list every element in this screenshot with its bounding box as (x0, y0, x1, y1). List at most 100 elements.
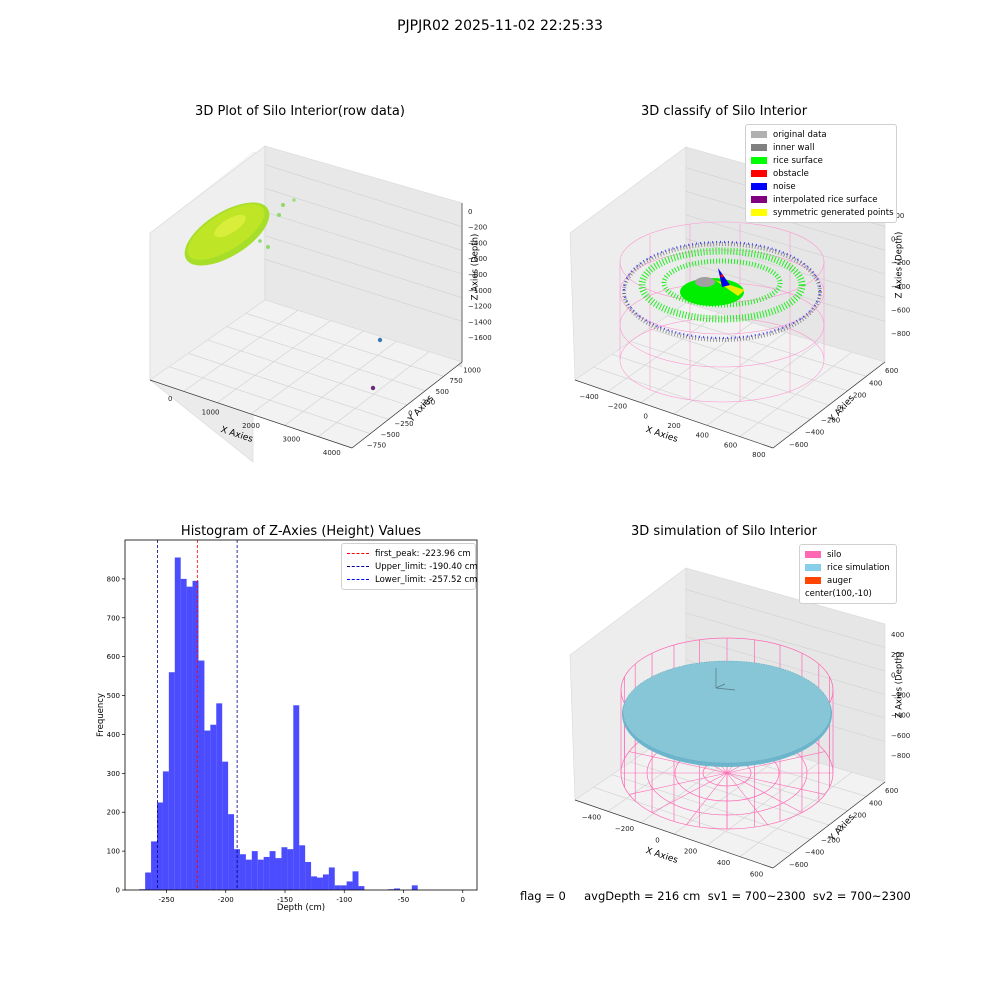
histogram-bar (293, 705, 300, 890)
histogram-bar (275, 858, 282, 890)
y-tick-label: 0 (408, 409, 412, 417)
legend-item: interpolated rice surface (751, 193, 891, 206)
z-tick-label: 200 (891, 212, 904, 220)
histogram-bar (180, 578, 187, 890)
y-tick-label: 200 (107, 809, 120, 817)
legend-item: symmetric generated points (751, 206, 894, 219)
histogram-bar (228, 814, 235, 890)
z-tick-label: −200 (891, 259, 910, 267)
histogram-bar (145, 872, 152, 890)
outlier-point (370, 385, 376, 391)
histogram-bar (151, 841, 157, 890)
histogram-bar (334, 885, 341, 890)
z-tick-label: −600 (468, 255, 487, 263)
y-tick-label: 0 (116, 887, 120, 895)
y-tick-label: −500 (381, 431, 400, 439)
z-tick-label: −1600 (468, 334, 492, 342)
x-tick-label: 0 (461, 896, 465, 904)
histogram-bar (352, 871, 359, 890)
legend-item: rice surface (751, 154, 891, 167)
histogram-bar (204, 730, 211, 890)
x-tick-label: 200 (684, 848, 697, 856)
panel2-legend: original data inner wall rice surface ob… (745, 124, 897, 223)
x-tick-label: -200 (218, 896, 234, 904)
z-tick-label: 200 (891, 651, 904, 659)
x-tick-label: −400 (582, 814, 601, 822)
histogram-bar (317, 877, 323, 890)
x-tick-label: 600 (724, 441, 737, 449)
histogram-legend: first_peak: -223.96 cm Upper_limit: -190… (341, 543, 478, 590)
panel2-title: 3D classify of Silo Interior (640, 104, 808, 119)
histogram-bar (305, 862, 312, 890)
x-tick-label: -150 (277, 896, 293, 904)
x-tick-label: -100 (336, 896, 352, 904)
legend-item: Upper_limit: -190.40 cm (347, 560, 478, 573)
y-tick-label: −250 (394, 420, 413, 428)
histogram-bar (198, 660, 205, 890)
histogram-axes-frame (124, 539, 478, 891)
y-tick-label: −400 (805, 429, 824, 437)
histogram-bar (411, 885, 418, 890)
histogram-bar (234, 849, 240, 890)
z-tick-label: 0 (891, 671, 895, 679)
histogram-bar (174, 557, 181, 890)
histogram-bar (186, 586, 193, 890)
x-tick-label: -250 (159, 896, 175, 904)
y-tick-label: 250 (422, 399, 435, 407)
figure-suptitle: PJPJR02 2025-11-02 22:25:33 (397, 18, 603, 34)
legend-item: auger (805, 574, 891, 587)
z-tick-label: −800 (468, 271, 487, 279)
z-tick-label: −400 (891, 283, 910, 291)
histogram-bar (322, 874, 329, 890)
legend-item: first_peak: -223.96 cm (347, 547, 471, 560)
y-tick-label: 0 (837, 824, 841, 832)
histogram-bar (311, 876, 317, 890)
histogram-bar (281, 847, 288, 890)
histogram-bar (239, 854, 246, 890)
z-tick-label: 400 (891, 631, 904, 639)
panel1-title: 3D Plot of Silo Interior(row data) (195, 104, 405, 119)
panel4-zlabel: Z Axies (Depth) (894, 651, 905, 719)
y-tick-label: 500 (107, 692, 120, 700)
histogram-bar (222, 761, 229, 890)
status-text: flag = 0 avgDepth = 216 cm sv1 = 700~230… (520, 889, 911, 903)
y-tick-label: −600 (789, 441, 808, 449)
z-tick-label: −400 (891, 712, 910, 720)
z-tick-label: −1400 (468, 318, 492, 326)
x-tick-label: −200 (608, 403, 627, 411)
histogram-bar (269, 851, 276, 890)
legend-item: noise (751, 180, 891, 193)
histogram-bar (263, 856, 270, 890)
y-tick-label: 500 (436, 388, 449, 396)
x-tick-label: 0 (643, 412, 647, 420)
z-tick-label: −200 (891, 692, 910, 700)
y-tick-label: 600 (107, 653, 120, 661)
histogram-bar (251, 851, 258, 890)
histogram-bar (328, 867, 335, 890)
x-tick-label: 0 (655, 836, 659, 844)
legend-item: silo (805, 548, 891, 561)
y-tick-label: −600 (789, 861, 808, 869)
x-tick-label: 400 (696, 432, 709, 440)
y-tick-label: −200 (821, 836, 840, 844)
y-tick-label: 400 (869, 799, 882, 807)
z-tick-label: −200 (468, 224, 487, 232)
y-tick-label: 100 (107, 848, 120, 856)
y-tick-label: 800 (107, 575, 120, 583)
panel4-title: 3D simulation of Silo Interior (631, 524, 817, 539)
legend-item: inner wall (751, 141, 891, 154)
legend-item: obstacle (751, 167, 891, 180)
histogram-bar (192, 580, 199, 890)
histogram-bar (287, 849, 294, 890)
outlier-point (377, 337, 383, 343)
histogram-bar (210, 724, 217, 890)
histogram-bar (168, 672, 175, 890)
y-tick-label: −200 (821, 416, 840, 424)
histogram-bar (346, 881, 353, 890)
legend-item: rice simulation (805, 561, 891, 574)
y-tick-label: 400 (107, 731, 120, 739)
y-tick-label: 300 (107, 770, 120, 778)
histogram-bar (162, 771, 169, 890)
